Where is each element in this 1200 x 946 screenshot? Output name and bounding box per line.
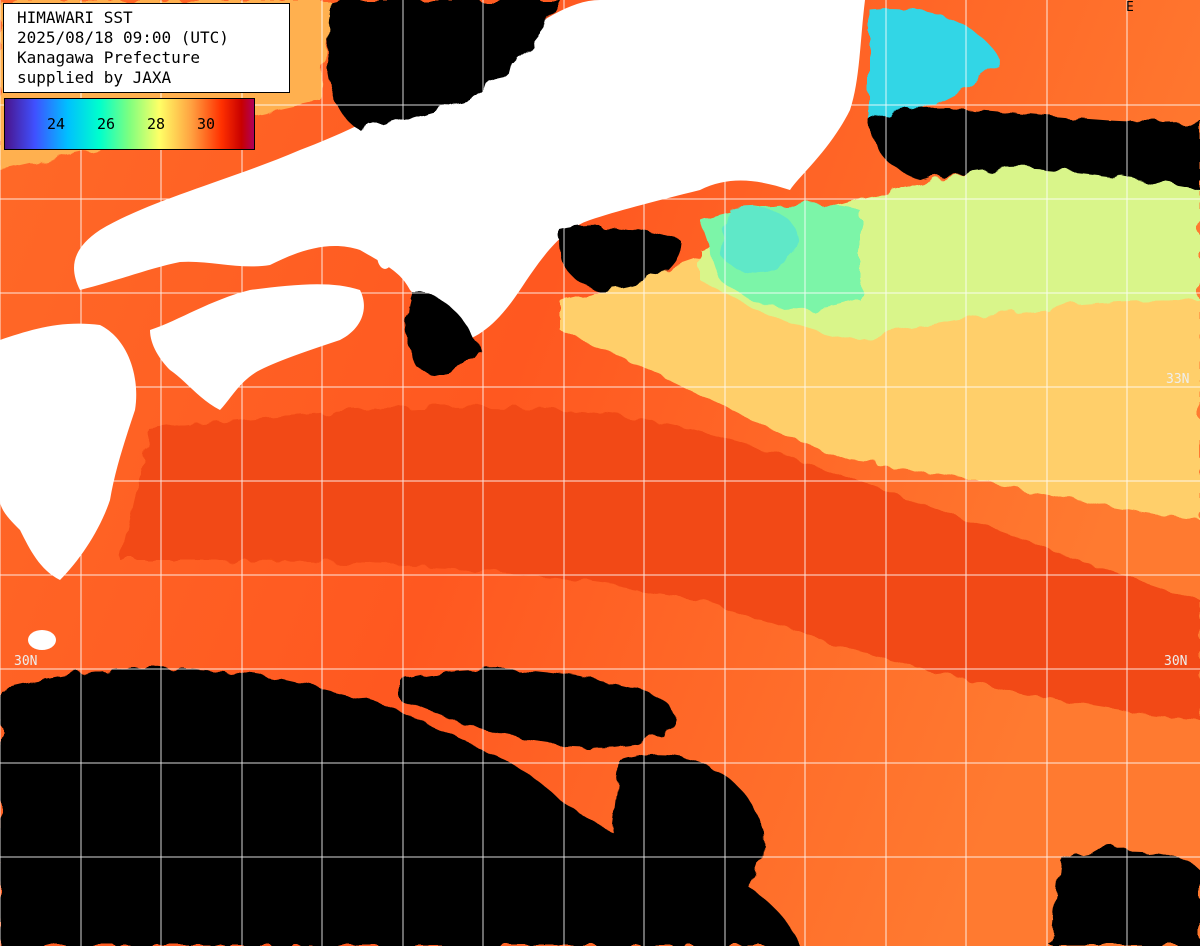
legend-tick-26: 26 — [97, 115, 116, 133]
grid-label-33n: 33N — [1166, 372, 1190, 387]
color-scale-legend: 24 26 28 30 — [4, 98, 255, 150]
grid-label-30n-right: 30N — [1164, 654, 1188, 669]
land-honshu — [74, 0, 866, 345]
land-island-awaji — [377, 241, 393, 269]
map-region: Kanagawa Prefecture — [17, 48, 201, 67]
map-title: HIMAWARI SST — [17, 8, 133, 27]
header-info-box: HIMAWARI SST 2025/08/18 09:00 (UTC) Kana… — [3, 3, 290, 93]
sea-cold-bay — [720, 206, 800, 274]
cloud-southeast-mass — [610, 753, 762, 930]
cloud-coastal-east — [559, 225, 680, 290]
land-island-izu — [480, 154, 496, 186]
land-kyushu — [0, 323, 137, 580]
cloud-north-strip — [326, 0, 560, 130]
cloud-northeast-mass — [870, 108, 1200, 190]
cloud-coastal-kii — [404, 290, 480, 374]
map-datetime: 2025/08/18 09:00 (UTC) — [17, 28, 229, 47]
land-shikoku — [150, 284, 364, 410]
legend-tick-24: 24 — [47, 115, 66, 133]
map-credit: supplied by JAXA — [17, 68, 172, 87]
legend-tick-28: 28 — [147, 115, 166, 133]
grid-corner-mark: E — [1126, 0, 1134, 15]
sea-hot-band — [120, 406, 1200, 720]
legend-tick-30: 30 — [197, 115, 216, 133]
cloud-south-mass — [0, 667, 800, 946]
cloud-south-band — [400, 669, 677, 746]
grid-label-30n-left: 30N — [14, 654, 38, 669]
cloud-se-corner — [1050, 849, 1200, 946]
sea-coldest-region — [870, 9, 1000, 120]
land-island-tanegashima — [28, 630, 56, 650]
legend-gradient — [5, 99, 254, 149]
